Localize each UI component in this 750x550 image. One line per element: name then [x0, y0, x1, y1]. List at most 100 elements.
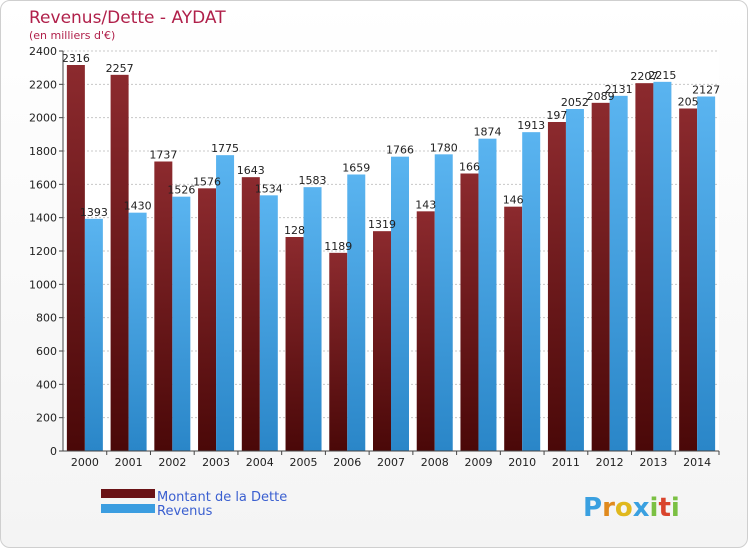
y-tick-label: 800 — [36, 312, 57, 325]
data-label-revenus: 1526 — [167, 184, 195, 197]
bar-revenus — [216, 155, 235, 451]
legend-label-revenus: Revenus — [157, 504, 213, 519]
y-tick-label: 1400 — [29, 212, 57, 225]
x-tick-label: 2013 — [639, 456, 667, 469]
data-label-debt: 1319 — [368, 218, 396, 231]
bar-revenus — [172, 196, 191, 451]
data-label-revenus: 1775 — [211, 142, 239, 155]
data-label-revenus: 1659 — [342, 162, 370, 175]
bar-debt — [110, 74, 129, 451]
data-label-revenus: 1913 — [517, 119, 545, 132]
legend-label-debt: Montant de la Dette — [157, 490, 287, 505]
bar-debt — [66, 65, 85, 451]
y-tick-label: 1000 — [29, 278, 57, 291]
y-tick-label: 0 — [50, 445, 57, 458]
data-label-debt: 2207 — [630, 70, 658, 83]
x-tick-label: 2012 — [596, 456, 624, 469]
chart-subtitle: (en milliers d'€) — [29, 29, 115, 42]
bar-revenus — [522, 132, 541, 451]
logo-letter: t — [658, 493, 670, 523]
x-tick-label: 2002 — [158, 456, 186, 469]
logo-letter: P — [583, 493, 602, 523]
logo-letter: i — [650, 493, 659, 523]
data-label-debt: 1189 — [324, 240, 352, 253]
bar-debt — [679, 108, 698, 451]
data-label-revenus: 1534 — [255, 182, 283, 195]
data-label-revenus: 2215 — [648, 69, 676, 82]
y-tick-label: 1200 — [29, 245, 57, 258]
data-label-revenus: 1780 — [430, 141, 458, 154]
bar-revenus — [434, 154, 453, 452]
data-label-revenus: 2131 — [605, 83, 633, 96]
y-tick-label: 200 — [36, 412, 57, 425]
data-label-debt: 1643 — [237, 164, 265, 177]
chart-title: Revenus/Dette - AYDAT — [29, 8, 226, 28]
data-label-revenus: 2127 — [692, 84, 720, 97]
bar-debt — [547, 122, 566, 451]
data-label-revenus: 1874 — [473, 126, 501, 139]
x-tick-label: 2003 — [202, 456, 230, 469]
logo-letter: x — [633, 493, 650, 523]
logo-letter: r — [602, 493, 615, 523]
legend-swatch-debt — [101, 489, 155, 498]
bar-debt — [154, 161, 173, 451]
bar-debt — [373, 231, 391, 451]
x-tick-label: 2007 — [377, 456, 405, 469]
data-label-debt: 128 — [284, 224, 305, 237]
bar-debt — [591, 102, 610, 451]
x-tick-label: 2009 — [464, 456, 492, 469]
bar-revenus — [347, 174, 366, 451]
data-label-debt: 166 — [459, 161, 480, 174]
data-label-debt: 146 — [503, 194, 524, 207]
x-tick-label: 2001 — [115, 456, 143, 469]
x-tick-label: 2014 — [683, 456, 711, 469]
x-tick-label: 2010 — [508, 456, 536, 469]
bar-revenus — [303, 187, 322, 451]
y-tick-label: 2400 — [29, 45, 57, 58]
bar-revenus — [609, 95, 628, 451]
bar-debt — [241, 177, 260, 451]
data-label-debt: 2257 — [106, 62, 134, 75]
bar-debt — [329, 252, 348, 451]
data-label-revenus: 1766 — [386, 144, 414, 157]
proxiti-logo: Proxiti — [583, 493, 680, 523]
logo-letter: i — [671, 493, 680, 523]
x-tick-label: 2006 — [333, 456, 361, 469]
y-tick-label: 400 — [36, 378, 57, 391]
data-label-debt: 197 — [546, 109, 567, 122]
x-tick-label: 2011 — [552, 456, 580, 469]
y-tick-label: 600 — [36, 345, 57, 358]
legend: Montant de la Dette Revenus — [101, 489, 287, 519]
data-label-debt: 2316 — [62, 52, 90, 65]
logo-letter: o — [615, 493, 633, 523]
bar-revenus — [565, 109, 584, 451]
bar-revenus — [259, 195, 278, 451]
bar-debt — [460, 173, 479, 451]
data-label-debt: 2089 — [587, 90, 615, 103]
y-tick-label: 1800 — [29, 145, 57, 158]
bar-revenus — [84, 218, 103, 451]
legend-swatch-revenus — [101, 504, 155, 513]
data-label-debt: 143 — [415, 198, 436, 211]
data-label-revenus: 1583 — [299, 174, 327, 187]
bar-revenus — [478, 138, 497, 451]
data-label-revenus: 2052 — [561, 96, 589, 109]
x-tick-label: 2000 — [71, 456, 99, 469]
x-tick-label: 2005 — [290, 456, 318, 469]
bar-debt — [198, 188, 217, 452]
bar-debt — [285, 237, 304, 451]
x-tick-label: 2004 — [246, 456, 274, 469]
bar-debt — [635, 83, 654, 452]
data-label-debt: 205 — [678, 96, 699, 109]
x-tick-label: 2008 — [421, 456, 449, 469]
y-tick-label: 1600 — [29, 178, 57, 191]
data-label-debt: 1576 — [193, 175, 221, 188]
bar-revenus — [653, 81, 672, 451]
data-label-revenus: 1393 — [80, 206, 108, 219]
bar-revenus — [391, 156, 409, 451]
y-tick-label: 2000 — [29, 112, 57, 125]
bar-debt — [416, 211, 435, 451]
data-label-revenus: 1430 — [124, 200, 152, 213]
